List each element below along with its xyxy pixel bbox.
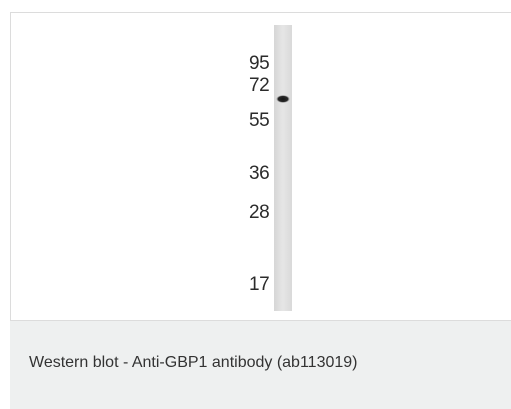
western-blot-image	[274, 25, 292, 311]
protein-band	[276, 95, 290, 103]
mw-marker-28: 28	[249, 202, 270, 223]
caption-panel: Western blot - Anti-GBP1 antibody (ab113…	[10, 321, 511, 409]
mw-marker-17: 17	[249, 274, 270, 295]
mw-marker-55: 55	[249, 110, 270, 131]
mw-marker-36: 36	[249, 163, 270, 184]
blot-lane	[274, 25, 292, 311]
mw-marker-95: 95	[249, 53, 270, 74]
mw-marker-72: 72	[249, 75, 270, 96]
figure-caption: Western blot - Anti-GBP1 antibody (ab113…	[29, 354, 358, 371]
blot-image-panel: 95 72 55 36 28 17	[10, 12, 511, 321]
